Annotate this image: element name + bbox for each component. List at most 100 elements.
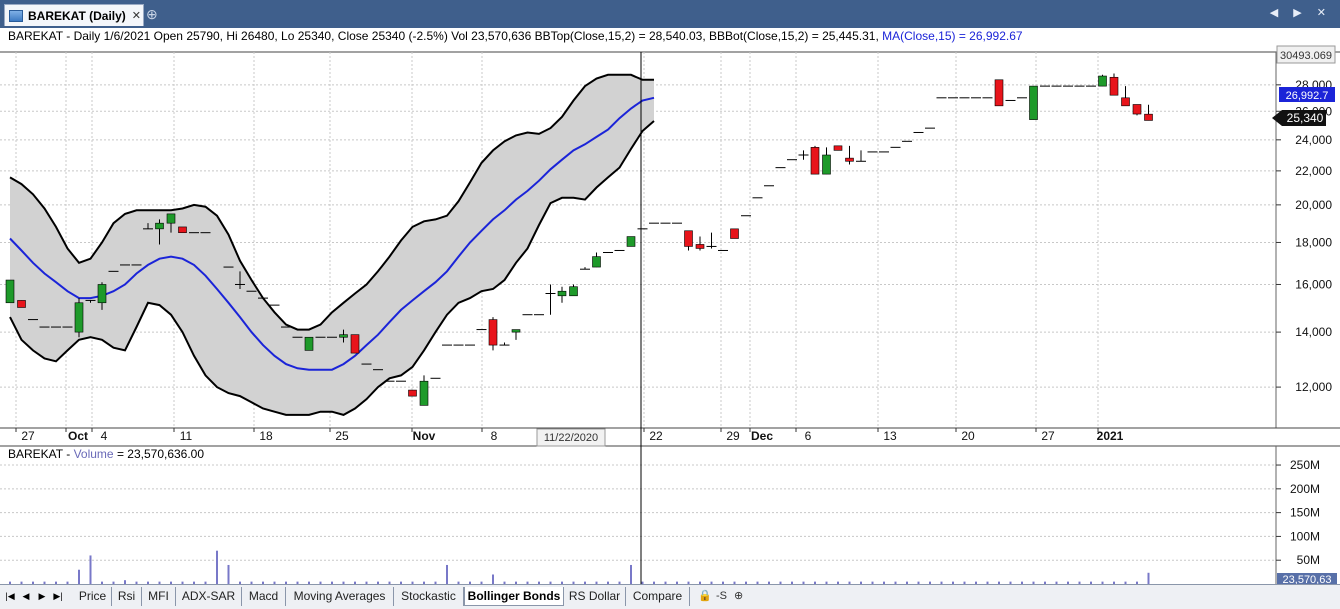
candlestick-series xyxy=(5,73,1153,406)
candle-down xyxy=(178,226,187,233)
date-tick-label: 27 xyxy=(21,429,35,443)
tab-rsi[interactable]: Rsi xyxy=(112,587,142,606)
svg-text:11/22/2020: 11/22/2020 xyxy=(544,432,598,444)
volume-tick-label: 50M xyxy=(1297,553,1320,567)
volume-tick-label: 100M xyxy=(1290,529,1320,543)
candle-up xyxy=(1098,75,1107,87)
bollinger-top-line xyxy=(9,73,654,331)
date-tick-label: 4 xyxy=(101,429,108,443)
svg-text:25,340: 25,340 xyxy=(1287,111,1324,125)
candle-down xyxy=(833,145,843,151)
candle-up xyxy=(339,334,348,338)
svg-text:23,570,63: 23,570,63 xyxy=(1283,574,1332,584)
price-tick-label: 22,000 xyxy=(1295,164,1332,178)
date-tick-label: 25 xyxy=(335,429,349,443)
chart-icon xyxy=(9,9,23,22)
candle-down xyxy=(350,334,360,354)
close-icon[interactable]: ✕ xyxy=(131,10,141,22)
tab-bollinger-bonds[interactable]: Bollinger Bonds xyxy=(464,587,564,606)
svg-text:30493.069: 30493.069 xyxy=(1280,50,1332,62)
chart-area[interactable]: BAREKAT - Daily 1/6/2021 Open 25790, Hi … xyxy=(0,28,1340,584)
candle-down xyxy=(845,157,854,162)
tab-mfi[interactable]: MFI xyxy=(142,587,176,606)
window-controls[interactable]: ◀ ▶ ✕ xyxy=(1269,7,1332,19)
prev-sheet-icon[interactable]: ◀ xyxy=(22,591,30,601)
lock-icon[interactable]: 🔒 xyxy=(698,590,712,602)
date-axis: 27 Oct 4 11 18 25 Nov 8 22 29 Dec 6 13 20 27 2021 xyxy=(15,428,1124,443)
bollinger-bottom-line xyxy=(9,120,655,416)
last-sheet-icon[interactable]: ▶| xyxy=(53,591,63,601)
bollinger-band-fill xyxy=(10,74,654,415)
candle-up xyxy=(592,256,601,268)
cursor-value-box: 30493.069 xyxy=(1276,45,1336,64)
candle-up xyxy=(304,336,314,351)
candle-down xyxy=(730,228,739,239)
candle-down xyxy=(684,230,693,247)
candle-down xyxy=(810,147,820,175)
price-tick-label: 24,000 xyxy=(1295,133,1332,147)
cursor-date-box: 11/22/2020 xyxy=(536,428,606,447)
volume-tick-label: 150M xyxy=(1290,506,1320,520)
candle-up xyxy=(74,302,84,333)
volume-grid xyxy=(0,464,1276,561)
tab-price[interactable]: Price xyxy=(74,587,112,606)
document-tab[interactable]: BAREKAT (Daily) ✕ xyxy=(4,4,144,26)
add-sheet-icon[interactable]: ⊕ xyxy=(734,590,744,602)
moving-average-line xyxy=(9,96,655,371)
candle-down xyxy=(488,319,498,346)
date-tick-label: 2021 xyxy=(1097,429,1124,443)
date-tick-label: Nov xyxy=(413,429,436,443)
candle-down xyxy=(17,300,26,308)
date-tick-label: 13 xyxy=(883,429,897,443)
price-header: BAREKAT - Daily 1/6/2021 Open 25790, Hi … xyxy=(8,29,1023,43)
candle-up xyxy=(166,213,176,224)
candle-down xyxy=(994,79,1004,107)
first-sheet-icon[interactable]: |◀ xyxy=(5,591,15,601)
volume-series xyxy=(9,550,1150,584)
price-tick-label: 12,000 xyxy=(1295,380,1332,394)
date-tick-label: 6 xyxy=(805,429,812,443)
tab-moving-averages[interactable]: Moving Averages xyxy=(286,587,394,606)
candle-up xyxy=(822,154,831,175)
scale-icon[interactable]: -S xyxy=(716,590,727,602)
candle-up xyxy=(569,286,578,297)
sheet-tab-bar: |◀ ◀ ▶ ▶| Price Rsi MFI ADX-SAR Macd Mov… xyxy=(0,584,1340,609)
tab-compare[interactable]: Compare xyxy=(626,587,690,606)
candle-down xyxy=(1132,104,1142,115)
candle-down xyxy=(695,244,705,249)
candle-up xyxy=(419,380,429,406)
volume-tick-label: 250M xyxy=(1290,458,1320,472)
document-tab-title: BAREKAT (Daily) xyxy=(28,8,126,23)
next-sheet-icon[interactable]: ▶ xyxy=(38,591,46,601)
candle-up xyxy=(97,284,107,304)
date-tick-label: 8 xyxy=(491,429,498,443)
candle-down xyxy=(408,389,417,397)
volume-header: BAREKAT - Volume = 23,570,636.00 xyxy=(8,447,204,461)
price-tick-label: 16,000 xyxy=(1295,277,1332,291)
date-tick-label: 11 xyxy=(180,429,193,443)
close-value-box: 25,340 xyxy=(1272,110,1326,126)
tab-adx-sar[interactable]: ADX-SAR xyxy=(176,587,242,606)
date-tick-label: Oct xyxy=(68,429,88,443)
price-tick-label: 18,000 xyxy=(1295,235,1332,249)
volume-tick-label: 200M xyxy=(1290,482,1320,496)
candle-up xyxy=(511,329,521,333)
date-tick-label: 22 xyxy=(649,429,663,443)
volume-axis: 250M 200M 150M 100M 50M xyxy=(1276,458,1320,567)
price-tick-label: 20,000 xyxy=(1295,198,1332,212)
candle-down xyxy=(1121,97,1130,107)
new-tab-icon[interactable]: ⊕ xyxy=(146,6,158,22)
price-axis: 28,00026,00024,00022,00020,00018,00016,0… xyxy=(1276,78,1332,394)
date-tick-label: Dec xyxy=(751,429,773,443)
tab-rs-dollar[interactable]: RS Dollar xyxy=(564,587,626,606)
date-tick-label: 20 xyxy=(961,429,975,443)
candle-down xyxy=(1109,76,1119,96)
date-tick-label: 29 xyxy=(726,429,740,443)
price-tick-label: 14,000 xyxy=(1295,325,1332,339)
tab-stockastic[interactable]: Stockastic xyxy=(394,587,464,606)
candle-up xyxy=(5,279,15,304)
tab-macd[interactable]: Macd xyxy=(242,587,286,606)
volume-value-box: 23,570,63 xyxy=(1277,573,1337,584)
ma-value-box: 26,992.7 xyxy=(1279,87,1335,102)
